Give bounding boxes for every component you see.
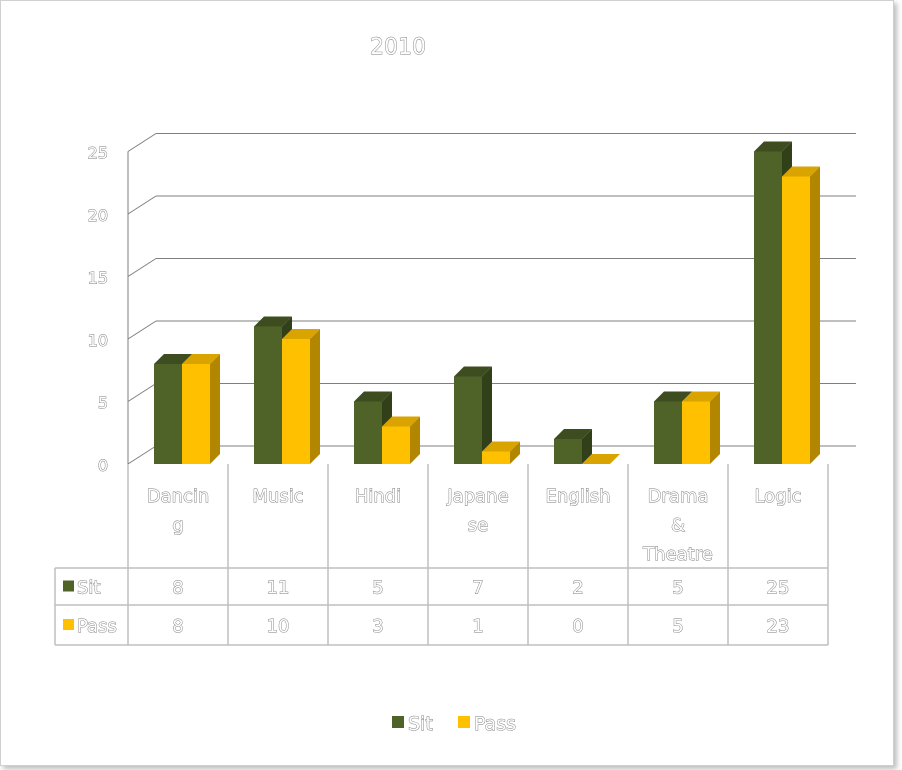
bar-top (754, 141, 792, 152)
data-label: 25 (767, 578, 790, 599)
bar-top (254, 316, 292, 327)
y-tick-label: 25 (88, 144, 108, 163)
y-tick-label: 0 (98, 456, 108, 475)
bar-side (210, 354, 220, 464)
y-tick-label: 15 (88, 269, 108, 288)
x-tick-label: se (468, 515, 488, 536)
chart-title: 2010 (370, 35, 426, 60)
bar-top (154, 354, 192, 364)
x-tick-label: Japane (446, 486, 508, 507)
y-tick-label: 10 (88, 331, 108, 350)
legend-swatch-sit (392, 716, 404, 728)
bar-side (482, 366, 492, 464)
legend-key-pass (63, 619, 74, 630)
bar-sit (454, 366, 492, 464)
bar-front (354, 401, 382, 464)
x-tick-label: Music (252, 486, 303, 507)
data-label: 8 (172, 578, 183, 599)
bar-side (510, 441, 520, 464)
bars (154, 141, 820, 464)
x-tick-label: Dancin (147, 486, 210, 507)
data-label: 5 (672, 616, 683, 637)
bar-pass (282, 329, 320, 464)
bar-front (182, 364, 210, 464)
legend: Sit Pass (392, 713, 516, 735)
x-tick-label: Theatre (642, 544, 713, 565)
data-label: 2 (572, 578, 583, 599)
legend-label: Pass (474, 713, 516, 735)
legend-key-sit (63, 580, 74, 592)
table-row-label: Pass (77, 616, 117, 637)
bar-top (354, 391, 392, 402)
data-label: 10 (267, 616, 290, 637)
bar-sit (554, 429, 592, 464)
bar-pass (782, 166, 820, 464)
data-label: 7 (472, 578, 483, 599)
data-label: 3 (372, 616, 383, 637)
data-label: 1 (472, 616, 483, 637)
data-label: 8 (172, 616, 183, 637)
x-tick-label: Hindi (355, 486, 401, 507)
bar-pass (682, 391, 720, 464)
y-tick-label: 5 (98, 394, 108, 413)
x-tick-label: & (671, 515, 685, 536)
legend-label: Sit (408, 713, 433, 735)
legend-swatch-pass (458, 716, 470, 728)
bar-front (554, 439, 582, 464)
bar-top (454, 366, 492, 377)
bar-front (254, 326, 282, 464)
data-label: 11 (267, 578, 290, 599)
bar-pass (582, 454, 620, 464)
bar-side (810, 166, 820, 464)
bar-front (682, 401, 710, 464)
bar-pass (382, 416, 420, 464)
bar-front (654, 401, 682, 464)
y-tick-label: 20 (88, 206, 108, 225)
bar-pass (482, 441, 520, 464)
data-label: 5 (372, 578, 383, 599)
bar-front (382, 426, 410, 464)
data-label: 5 (672, 578, 683, 599)
gridline-diagonal (127, 195, 157, 215)
bar-front (782, 176, 810, 464)
bar-top (554, 429, 592, 439)
bar-front (754, 151, 782, 464)
bar-top (282, 329, 320, 339)
y-axis: 0 5 10 15 20 25 (87, 143, 129, 475)
x-tick-label: English (546, 486, 611, 507)
bar-top (482, 441, 520, 452)
bar-front (454, 376, 482, 464)
data-label: 0 (572, 616, 583, 637)
gridline-diagonal (127, 383, 157, 402)
bar-side (582, 429, 592, 464)
bar-top (582, 454, 620, 464)
gridline-diagonal (127, 445, 157, 465)
gridline-diagonal (127, 133, 157, 152)
bar-top (682, 391, 720, 402)
data-table: Dancin g Music Hindi Japane se English Drama & Th… (54, 464, 829, 646)
bar-top (382, 416, 420, 427)
bar-side (410, 416, 420, 464)
table-row-label: Sit (77, 578, 100, 599)
bar-side (710, 391, 720, 464)
x-tick-label: g (172, 515, 183, 536)
bar-top (782, 166, 820, 177)
x-tick-label: Drama (648, 486, 709, 507)
gridline-diagonal (127, 258, 157, 277)
x-tick-label: Logic (754, 486, 801, 507)
bar-top (654, 391, 692, 402)
bar-side (310, 329, 320, 464)
bar-front (154, 364, 182, 464)
data-label: 23 (767, 616, 790, 637)
bar-pass (182, 354, 220, 464)
bar-top (182, 354, 220, 364)
gridline-diagonal (127, 320, 157, 340)
bar-front (282, 339, 310, 464)
bar-front (482, 451, 510, 464)
